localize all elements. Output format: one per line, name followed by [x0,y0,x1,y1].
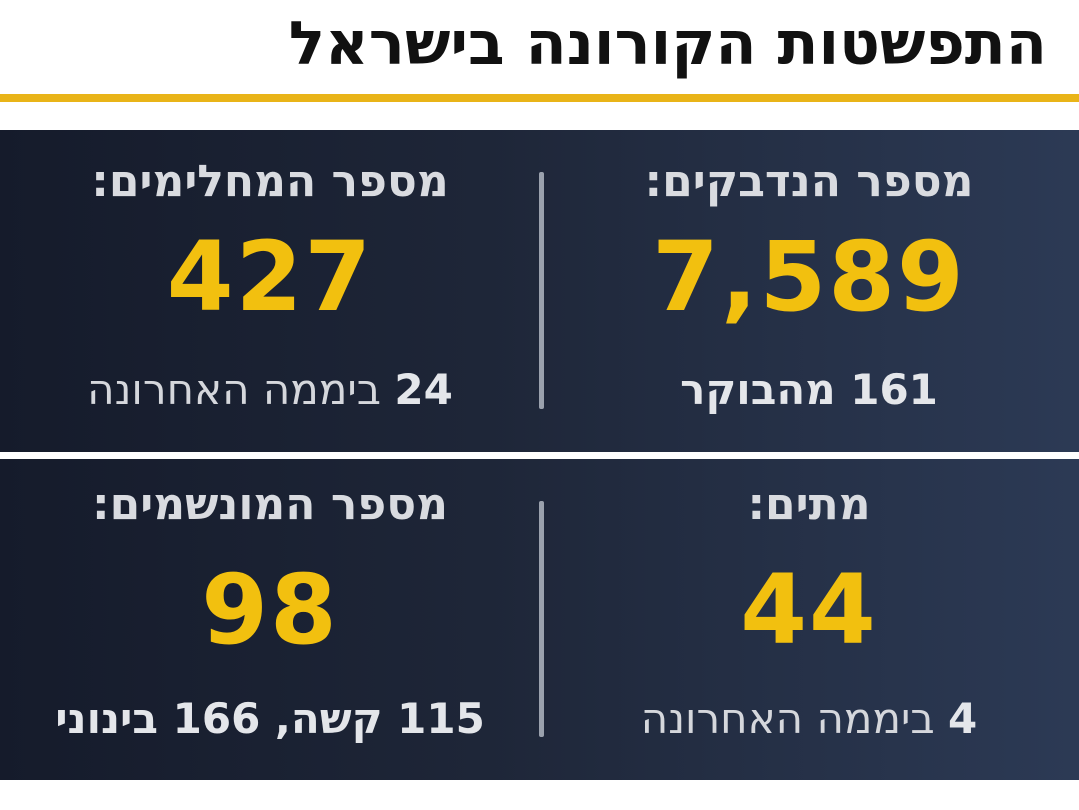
stat-deaths-sub-text: ביממה האחרונה [640,694,948,743]
title-underline [0,94,1079,102]
stat-ventilated-sub: 115 קשה, 166 בינוני [55,694,485,743]
stat-deaths-sub-number: 4 [948,694,978,743]
panel-divider [539,501,544,737]
stat-infected: מספר הנדבקים: 7,589 161 מהבוקר [539,130,1079,452]
stat-recovered-label: מספר המחלימים: [91,156,449,207]
stat-recovered-sub-number: 24 [394,365,453,414]
stat-infected-value: 7,589 [652,221,966,333]
stat-recovered-sub: 24 ביממה האחרונה [0,362,540,418]
stat-deaths-value: 44 [740,554,878,666]
stat-infected-sub: 161 מהבוקר [680,365,938,414]
page-title: התפשטות הקורונה בישראל [288,9,1047,79]
stat-deaths-label: מתים: [747,479,871,530]
stats-panel-bottom: מתים: 44 4 ביממה האחרונה מספר המונשמים: … [0,459,1079,780]
stat-infected-label: מספר הנדבקים: [644,156,974,207]
stats-panel-top: מספר הנדבקים: 7,589 161 מהבוקר מספר המחל… [0,130,1079,452]
stat-ventilated-value: 98 [201,554,339,666]
stat-ventilated: מספר המונשמים: 98 115 קשה, 166 בינוני [0,459,540,780]
stat-deaths: מתים: 44 4 ביממה האחרונה [539,459,1079,780]
stat-recovered-sub-text: ביממה האחרונה [87,365,395,414]
stat-recovered: מספר המחלימים: 427 24 ביממה האחרונה [0,130,540,452]
stat-deaths-sub: 4 ביממה האחרונה [539,691,1079,747]
stat-recovered-value: 427 [166,221,374,333]
stat-ventilated-label: מספר המונשמים: [92,479,448,530]
panel-divider [539,172,544,409]
